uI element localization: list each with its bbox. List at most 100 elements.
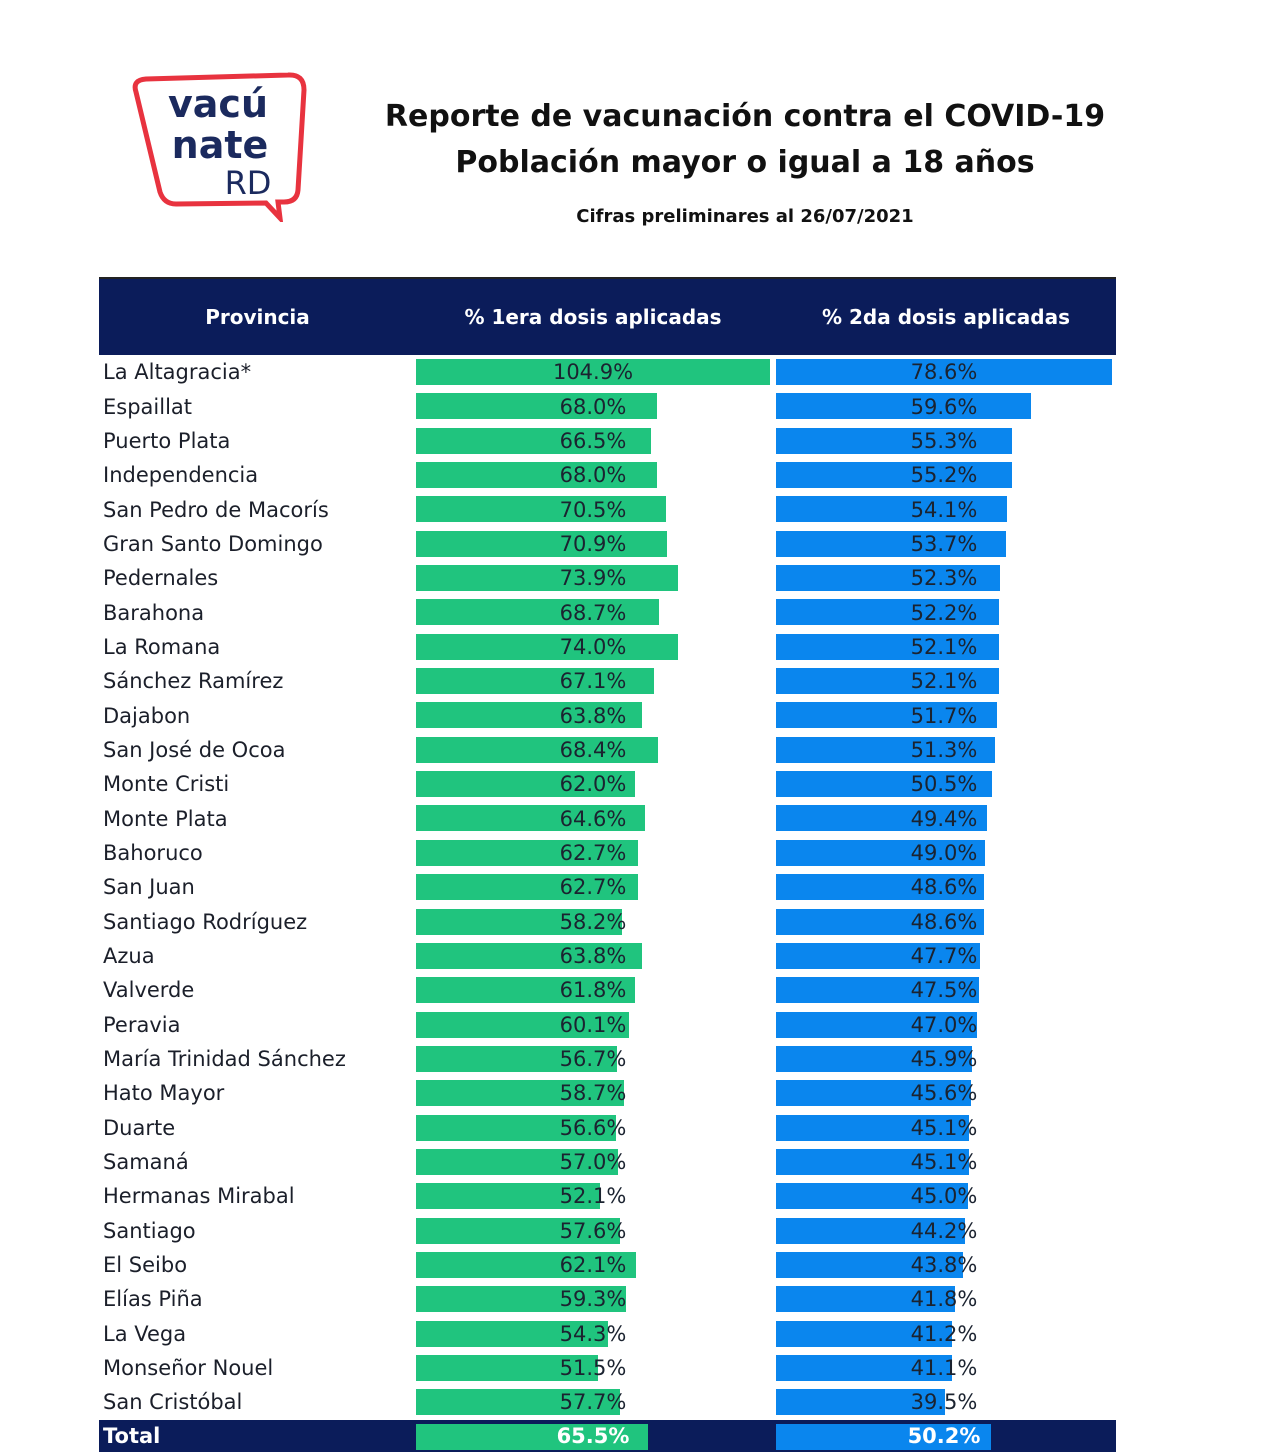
first-dose-value: 56.6% [559, 1115, 627, 1140]
header-first-dose: % 1era dosis aplicadas [464, 305, 722, 329]
second-dose-bar [776, 393, 1031, 420]
province-name: Dajabon [103, 703, 191, 728]
second-dose-value: 41.1% [910, 1356, 978, 1381]
first-dose-bar [416, 1389, 621, 1416]
first-dose-value: 60.1% [559, 1012, 627, 1037]
first-dose-value: 70.5% [559, 497, 627, 522]
first-dose-bar [416, 599, 660, 626]
province-name: Total [103, 1423, 161, 1448]
first-dose-bar [416, 1148, 618, 1175]
second-dose-value: 45.0% [910, 1184, 978, 1209]
province-name: Pedernales [103, 566, 219, 591]
first-dose-bar [416, 874, 638, 901]
table-row: María Trinidad Sánchez 56.7% 45.9% [99, 1042, 1116, 1076]
second-dose-bar [776, 771, 992, 798]
first-dose-value: 61.8% [559, 978, 627, 1003]
table-row: Gran Santo Domingo 70.9% 53.7% [99, 527, 1116, 561]
province-name: San José de Ocoa [103, 737, 286, 762]
first-dose-bar [416, 702, 642, 729]
table-row: Elías Piña 59.3% 41.8% [99, 1282, 1116, 1316]
first-dose-bar [416, 359, 770, 385]
second-dose-bar [776, 805, 988, 832]
first-dose-value: 73.9% [559, 566, 627, 591]
first-dose-bar [416, 496, 666, 523]
second-dose-value: 48.6% [910, 875, 978, 900]
second-dose-value: 51.3% [910, 737, 978, 762]
province-name: Hato Mayor [103, 1081, 225, 1106]
province-name: María Trinidad Sánchez [103, 1047, 346, 1072]
first-dose-bar [416, 668, 654, 695]
title-line-1: Reporte de vacunación contra el COVID-19 [384, 99, 1106, 134]
first-dose-bar [416, 908, 623, 935]
second-dose-bar [776, 599, 1000, 626]
first-dose-value: 68.0% [559, 394, 627, 419]
first-dose-bar [416, 1286, 626, 1313]
first-dose-value: 62.7% [559, 875, 627, 900]
second-dose-bar [776, 1114, 969, 1141]
second-dose-value: 49.4% [910, 806, 978, 831]
first-dose-value: 104.9% [552, 360, 634, 385]
first-dose-value: 63.8% [559, 944, 627, 969]
province-name: El Seibo [103, 1253, 188, 1278]
table-header: Provincia % 1era dosis aplicadas % 2da d… [99, 277, 1116, 355]
second-dose-value: 53.7% [910, 531, 978, 556]
first-dose-bar [416, 1080, 624, 1107]
svg-text:nate: nate [172, 123, 269, 167]
second-dose-bar [776, 1320, 953, 1347]
first-dose-value: 51.5% [559, 1356, 627, 1381]
table-row: Monte Plata 64.6% 49.4% [99, 801, 1116, 835]
table-row: Independencia 68.0% 55.2% [99, 458, 1116, 492]
header-provincia: Provincia [205, 305, 310, 329]
first-dose-bar [416, 633, 678, 660]
table-row: Azua 63.8% 47.7% [99, 939, 1116, 973]
second-dose-value: 49.0% [910, 840, 978, 865]
second-dose-value: 47.0% [910, 1012, 978, 1037]
province-name: Santiago Rodríguez [103, 909, 308, 934]
table-row: La Romana 74.0% 52.1% [99, 630, 1116, 664]
first-dose-value: 57.7% [559, 1390, 627, 1415]
second-dose-bar [776, 839, 986, 866]
first-dose-value: 68.4% [559, 737, 627, 762]
second-dose-bar [776, 874, 984, 901]
svg-text:vacú: vacú [168, 82, 268, 126]
table-row: Samaná 57.0% 45.1% [99, 1145, 1116, 1179]
first-dose-value: 59.3% [559, 1287, 627, 1312]
table-row: Monseñor Nouel 51.5% 41.1% [99, 1351, 1116, 1385]
province-name: Bahoruco [103, 840, 203, 865]
second-dose-value: 78.6% [910, 360, 978, 385]
second-dose-value: 44.2% [910, 1218, 978, 1243]
first-dose-value: 67.1% [559, 669, 627, 694]
first-dose-value: 58.7% [559, 1081, 627, 1106]
first-dose-value: 57.6% [559, 1218, 627, 1243]
second-dose-value: 51.7% [910, 703, 978, 728]
province-name: Monseñor Nouel [103, 1356, 274, 1381]
province-name: Puerto Plata [103, 428, 231, 453]
second-dose-value: 50.5% [910, 772, 978, 797]
svg-text:RD: RD [225, 164, 272, 202]
second-dose-value: 55.3% [910, 428, 978, 453]
table-row: Dajabon 63.8% 51.7% [99, 698, 1116, 732]
second-dose-bar [776, 1423, 991, 1450]
first-dose-value: 74.0% [559, 634, 627, 659]
second-dose-bar [776, 633, 999, 660]
province-name: Duarte [103, 1115, 176, 1140]
second-dose-value: 48.6% [910, 909, 978, 934]
province-name: Azua [103, 944, 155, 969]
table-row: Santiago Rodríguez 58.2% 48.6% [99, 905, 1116, 939]
second-dose-value: 41.8% [910, 1287, 978, 1312]
province-name: Gran Santo Domingo [103, 531, 323, 556]
table-row: El Seibo 62.1% 43.8% [99, 1248, 1116, 1282]
province-name: Independencia [103, 463, 259, 488]
second-dose-value: 52.2% [910, 600, 978, 625]
table-row: San José de Ocoa 68.4% 51.3% [99, 733, 1116, 767]
first-dose-bar [416, 1011, 629, 1038]
first-dose-bar [416, 530, 667, 557]
second-dose-bar [776, 530, 1006, 557]
first-dose-bar [416, 839, 638, 866]
first-dose-value: 52.1% [559, 1184, 627, 1209]
table-row: Hato Mayor 58.7% 45.6% [99, 1076, 1116, 1110]
first-dose-value: 68.7% [559, 600, 627, 625]
second-dose-bar [776, 565, 1000, 592]
first-dose-bar [416, 805, 645, 832]
first-dose-bar [416, 1183, 601, 1210]
